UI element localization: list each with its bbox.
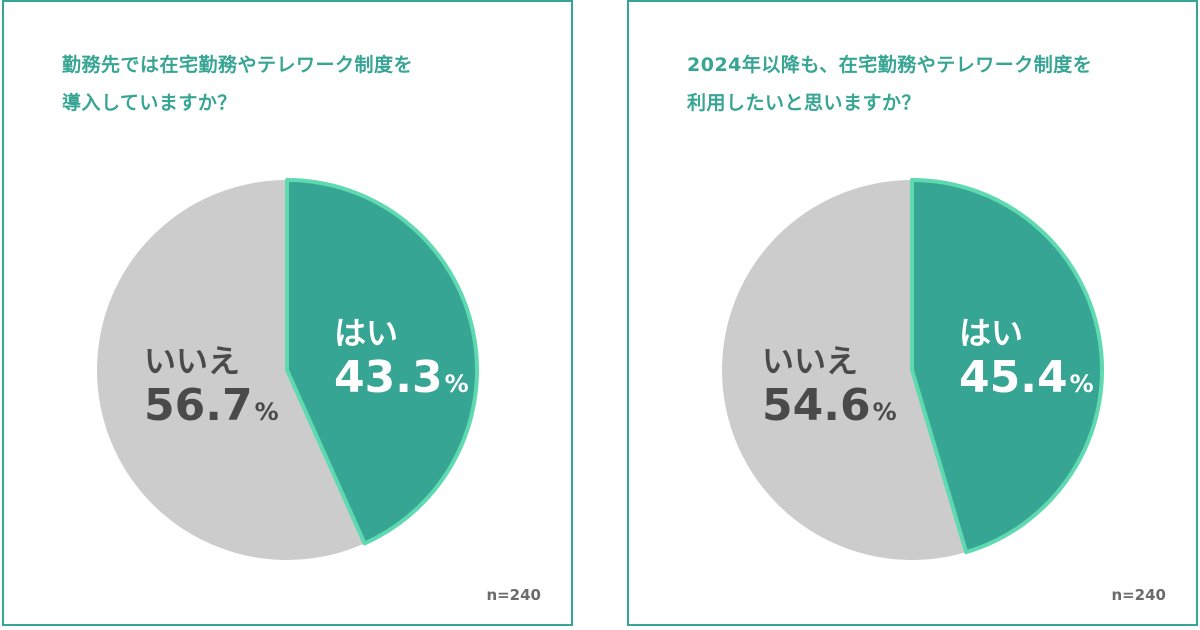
slice-label-yes: はい 43.3%: [334, 314, 469, 410]
chart-title: 勤務先では在宅勤務やテレワーク制度を 導入していますか？: [62, 46, 532, 122]
slice-name-no: いいえ: [144, 342, 241, 380]
chart-title: 2024年以降も、在宅勤務やテレワーク制度を 利用したいと思いますか？: [687, 46, 1157, 122]
slice-label-no: いいえ 56.7%: [144, 342, 279, 438]
chart-panel-2: 2024年以降も、在宅勤務やテレワーク制度を 利用したいと思いますか？ はい 4…: [627, 0, 1198, 626]
pie-slice-no: [97, 180, 365, 560]
slice-name-yes: はい: [334, 314, 399, 352]
chart-title-line-2: 導入していますか？: [62, 92, 237, 114]
slice-value-yes: 45.4%: [959, 352, 1094, 403]
chart-title-line-2: 利用したいと思いますか？: [687, 92, 922, 114]
slice-name-no: いいえ: [762, 342, 859, 380]
slice-label-yes: はい 45.4%: [959, 314, 1094, 410]
chart-title-line-1: 勤務先では在宅勤務やテレワーク制度を: [62, 54, 414, 76]
pie-chart: [722, 178, 1104, 560]
pie-slice-yes: [285, 178, 479, 546]
chart-title-line-1: 2024年以降も、在宅勤務やテレワーク制度を: [687, 54, 1093, 76]
chart-panel-1: 勤務先では在宅勤務やテレワーク制度を 導入していますか？ はい 43.3% いい…: [2, 0, 573, 626]
pie-chart: [97, 178, 479, 560]
slice-value-no: 56.7%: [144, 380, 279, 431]
pie-slice-no: [722, 180, 967, 560]
sample-size-label: n=240: [1111, 586, 1166, 604]
slice-label-no: いいえ 54.6%: [762, 342, 897, 438]
pie-slice-yes: [910, 178, 1104, 555]
sample-size-label: n=240: [486, 586, 541, 604]
slice-value-yes: 43.3%: [334, 352, 469, 403]
slice-value-no: 54.6%: [762, 380, 897, 431]
slice-name-yes: はい: [959, 314, 1024, 352]
